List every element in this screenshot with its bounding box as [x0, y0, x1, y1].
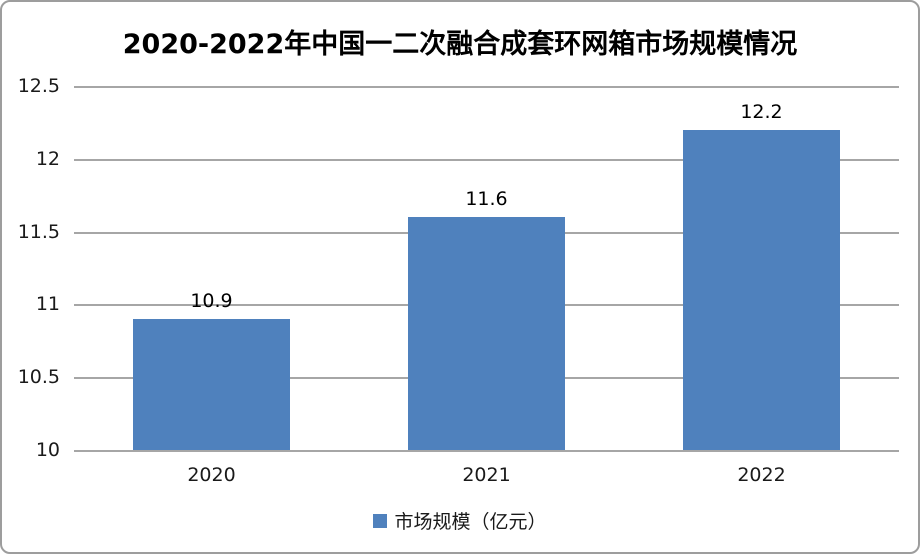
- chart-title: 2020-2022年中国一二次融合成套环网箱市场规模情况: [122, 29, 798, 60]
- x-tick-label: 2022: [737, 464, 786, 486]
- legend-series-label: 市场规模（亿元）: [394, 511, 547, 533]
- legend-marker-icon: [373, 513, 388, 528]
- gridline: [74, 86, 899, 88]
- bar-2021: [408, 217, 565, 450]
- legend: 市场规模（亿元）: [2, 507, 918, 534]
- y-tick-label: 11.5: [17, 220, 60, 243]
- bar-2022: [683, 130, 840, 450]
- x-tick-label: 2020: [187, 464, 236, 486]
- y-tick-label: 11: [35, 293, 60, 316]
- bar-value-label: 10.9: [190, 289, 233, 312]
- bar-value-label: 11.6: [465, 188, 508, 211]
- plot-area: 10.9 11.6 12.2: [74, 86, 899, 452]
- bar-value-label: 12.2: [740, 100, 783, 123]
- gridline: [74, 158, 899, 161]
- y-tick-label: 12: [35, 147, 60, 170]
- y-tick-label: 10.5: [17, 366, 60, 389]
- x-tick-label: 2021: [462, 464, 511, 486]
- gridline: [74, 450, 899, 452]
- y-tick-label: 12.5: [17, 75, 60, 97]
- y-tick-label: 10: [35, 439, 60, 461]
- bar-2020: [133, 319, 290, 450]
